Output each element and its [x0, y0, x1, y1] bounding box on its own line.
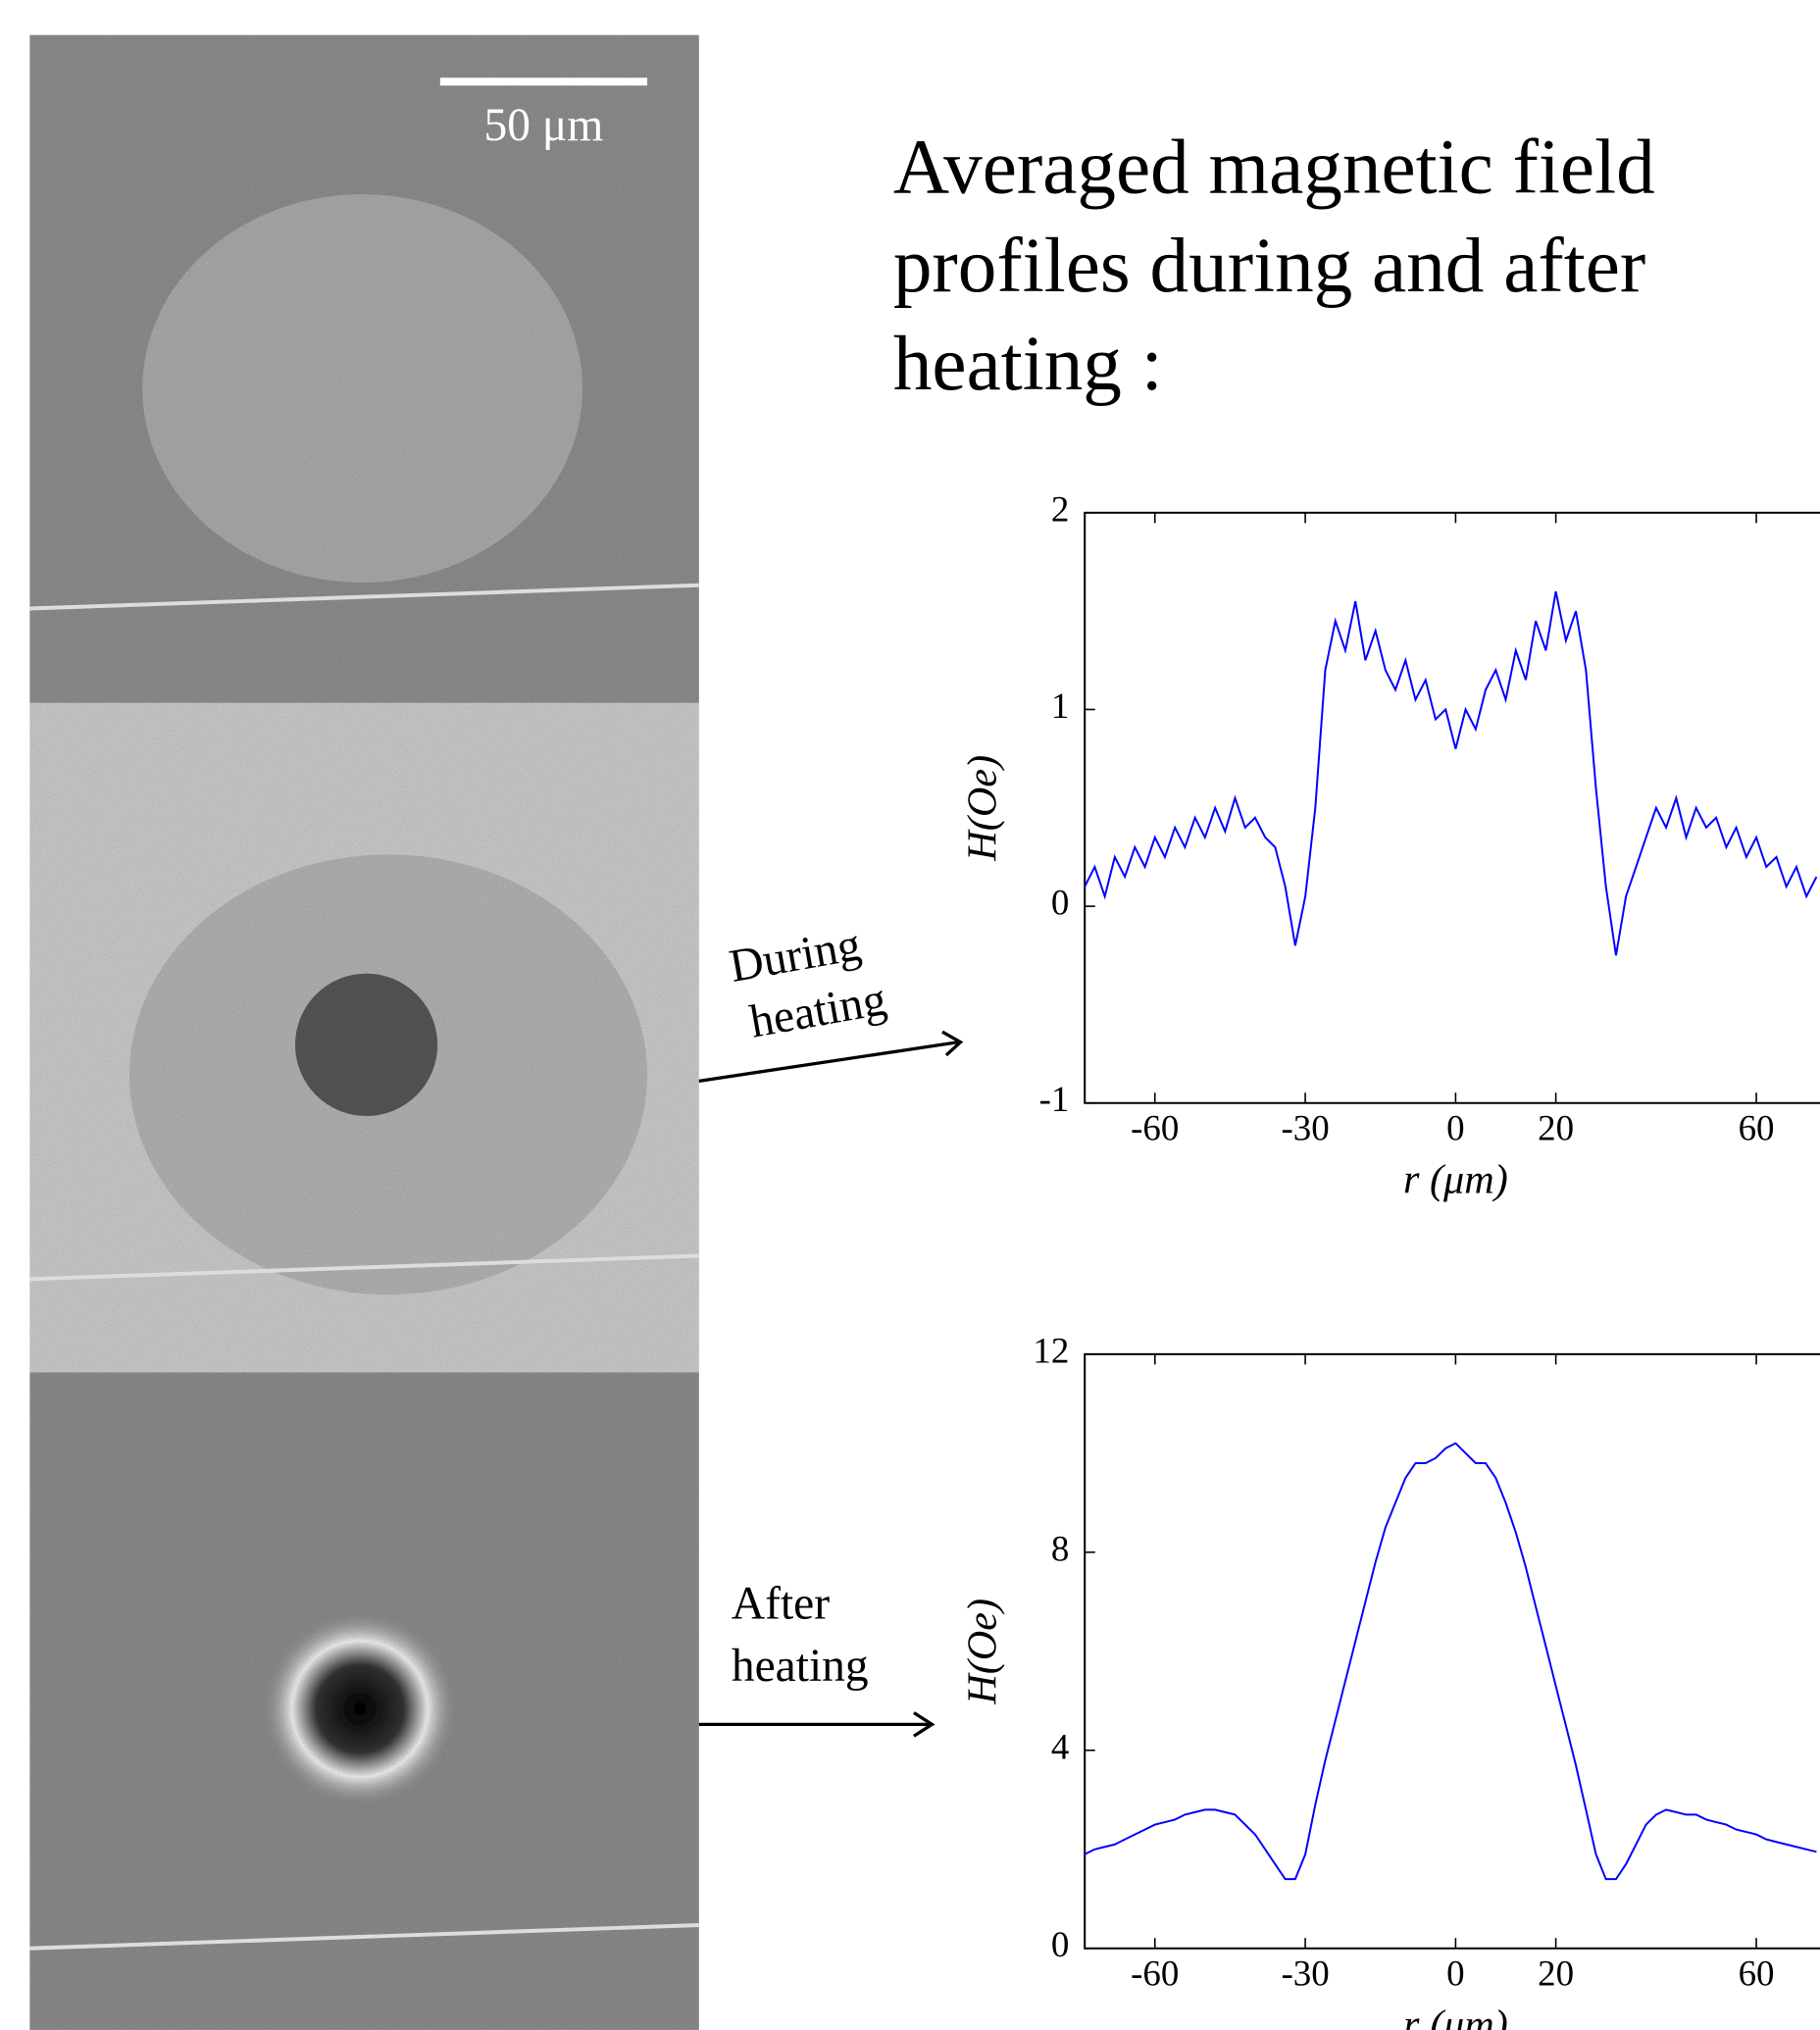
scratch	[29, 583, 699, 611]
scratch	[29, 1923, 699, 1951]
arrow-head	[941, 1030, 964, 1057]
x-tick-label: 20	[1538, 1953, 1574, 1993]
arrow-head	[913, 1711, 935, 1738]
x-tick-label: 60	[1739, 1107, 1775, 1147]
annotation: During heating	[726, 919, 890, 1047]
annotation-line: After	[732, 1578, 830, 1629]
arrow	[698, 1040, 959, 1083]
x-tick-label: -60	[1131, 1953, 1179, 1993]
y-tick-label: 2	[1051, 488, 1069, 529]
x-tick-label: 20	[1538, 1107, 1574, 1147]
micrograph-panels	[29, 34, 699, 2030]
scale-bar-label: 50 μm	[484, 100, 604, 151]
scratch	[29, 1253, 699, 1282]
y-tick-label: -1	[1039, 1079, 1070, 1119]
data-line	[1084, 590, 1818, 956]
micrograph-spot	[262, 1611, 457, 1806]
y-tick-label: 12	[1033, 1330, 1069, 1370]
title-line: profiles during and after	[893, 223, 1645, 309]
x-axis-label: r (μm)	[1403, 1156, 1508, 1202]
scratch-lines	[29, 583, 699, 1951]
x-tick-label: -30	[1281, 1107, 1329, 1147]
plot-frame	[1084, 1352, 1820, 1950]
y-tick-label: 8	[1051, 1528, 1069, 1568]
plot-frame	[1084, 511, 1820, 1104]
y-tick-label: 1	[1051, 685, 1069, 726]
title: Averaged magnetic field profiles during …	[893, 124, 1655, 407]
y-axis-label: H(Oe)	[960, 755, 1006, 862]
title-line: Averaged magnetic field	[893, 124, 1655, 210]
x-tick-label: 0	[1446, 1953, 1464, 1993]
micrograph-feature	[142, 194, 583, 584]
x-tick-label: -30	[1281, 1953, 1329, 1993]
title-line: heating :	[893, 321, 1163, 407]
y-tick-label: 0	[1051, 1924, 1069, 1964]
annotation-line: heating	[732, 1641, 869, 1692]
x-tick-label: 60	[1739, 1953, 1775, 1993]
x-tick-label: -60	[1131, 1107, 1179, 1147]
y-axis-label: H(Oe)	[960, 1599, 1006, 1705]
x-tick-label: 0	[1446, 1107, 1464, 1147]
annotation: After heating	[732, 1578, 869, 1691]
micrograph-spot	[294, 973, 438, 1116]
y-tick-label: 0	[1051, 883, 1069, 923]
x-axis-label: r (μm)	[1403, 2002, 1508, 2030]
data-line	[1084, 1442, 1817, 1881]
y-tick-label: 4	[1051, 1726, 1069, 1766]
